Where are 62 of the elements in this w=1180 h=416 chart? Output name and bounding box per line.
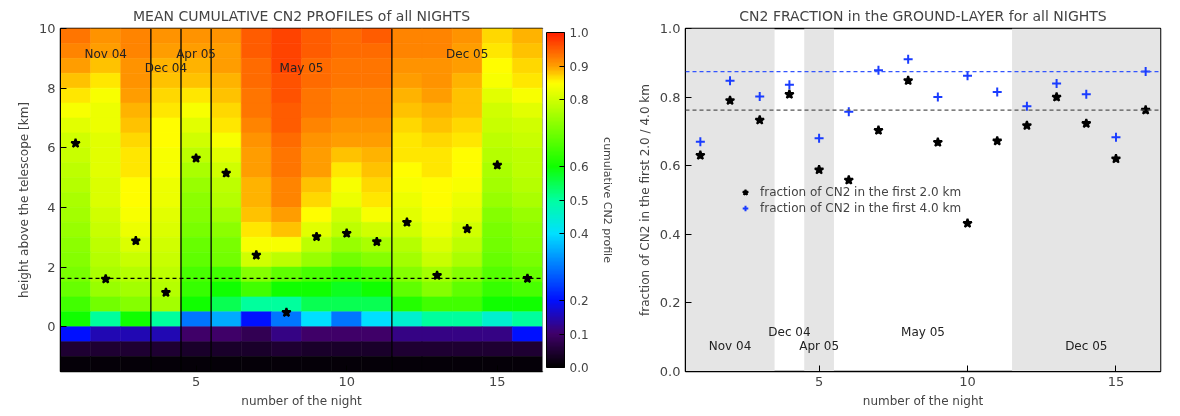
- x-tick-label: 5: [814, 373, 824, 389]
- point: [902, 75, 914, 86]
- point: [311, 231, 322, 242]
- x-tick-label: 5: [191, 373, 201, 389]
- point: [784, 88, 795, 99]
- annotation: Dec 04: [768, 325, 811, 340]
- y-tick-label: 1.0: [659, 21, 681, 36]
- color-bar-label: 0.4: [569, 227, 589, 241]
- point: [401, 216, 413, 228]
- annotation: Nov 04: [708, 338, 752, 353]
- point: [695, 149, 706, 161]
- point: [1110, 153, 1122, 164]
- y-tick-label: 0.8: [659, 89, 681, 105]
- annotation: May 05: [901, 325, 945, 340]
- y-tick-label: 0.0: [659, 364, 681, 379]
- point: [754, 114, 765, 125]
- annotation: Apr 05: [799, 338, 840, 353]
- point: [1051, 91, 1062, 102]
- point: [932, 136, 944, 148]
- point: [843, 174, 855, 185]
- point: [724, 95, 736, 106]
- y-tick-label: 6: [47, 140, 56, 156]
- legend-label: fraction of CN2 in the first 2.0 km: [760, 184, 962, 199]
- y-tick-label: 8: [47, 80, 56, 96]
- point: [962, 217, 973, 228]
- color-bar-label: 0.8: [569, 93, 589, 107]
- y-tick-label: 0.4: [659, 226, 681, 242]
- y-axis-title: fraction of CN2 in the first 2.0 / 4.0 km: [637, 84, 652, 316]
- color-bar-label: 0.1: [569, 327, 589, 342]
- point: [873, 124, 884, 136]
- point: [1021, 120, 1033, 131]
- y-tick-label: 0.6: [659, 158, 681, 174]
- x-tick-label: 15: [1107, 373, 1125, 389]
- y-tick-label: 0: [47, 319, 56, 335]
- x-tick-label: 10: [338, 373, 355, 389]
- color-bar-label: 1.0: [569, 26, 589, 40]
- x-axis-title: number of the night: [241, 393, 362, 408]
- color-bar-label: 0.0: [569, 361, 589, 375]
- y-tick-label: 10: [38, 21, 56, 36]
- color-bar-label: 0.9: [569, 59, 589, 74]
- chart-title: CN2 FRACTION in the GROUND-LAYER for all NIGHTS: [739, 7, 1107, 24]
- color-bar-title: cumulative CN2 profile: [600, 137, 614, 264]
- y-tick-label: 4: [47, 199, 56, 215]
- point: [1081, 118, 1092, 129]
- y-tick-label: 0.2: [659, 295, 681, 311]
- color-bar-label: 0.2: [569, 294, 589, 308]
- chart-title: MEAN CUMULATIVE CN2 PROFILES of all NIGHTS: [132, 7, 471, 24]
- point: [813, 164, 825, 175]
- y-tick-label: 2: [47, 259, 56, 275]
- x-tick-label: 15: [489, 373, 506, 389]
- legend-label: fraction of CN2 in the first 4.0 km: [760, 200, 962, 215]
- point: [281, 306, 292, 318]
- annotation: Dec 05: [1065, 338, 1108, 353]
- x-tick-label: 10: [959, 373, 976, 389]
- x-axis-title: number of the night: [862, 393, 984, 408]
- color-bar-label: 0.6: [569, 160, 589, 174]
- point: [991, 135, 1003, 146]
- annotation: Dec 05: [446, 47, 489, 62]
- annotation: Nov 04: [84, 47, 127, 62]
- color-bar-label: 0.5: [569, 193, 589, 208]
- y-axis-title: height above the telescope [km]: [16, 102, 31, 298]
- annotation: May 05: [279, 60, 324, 75]
